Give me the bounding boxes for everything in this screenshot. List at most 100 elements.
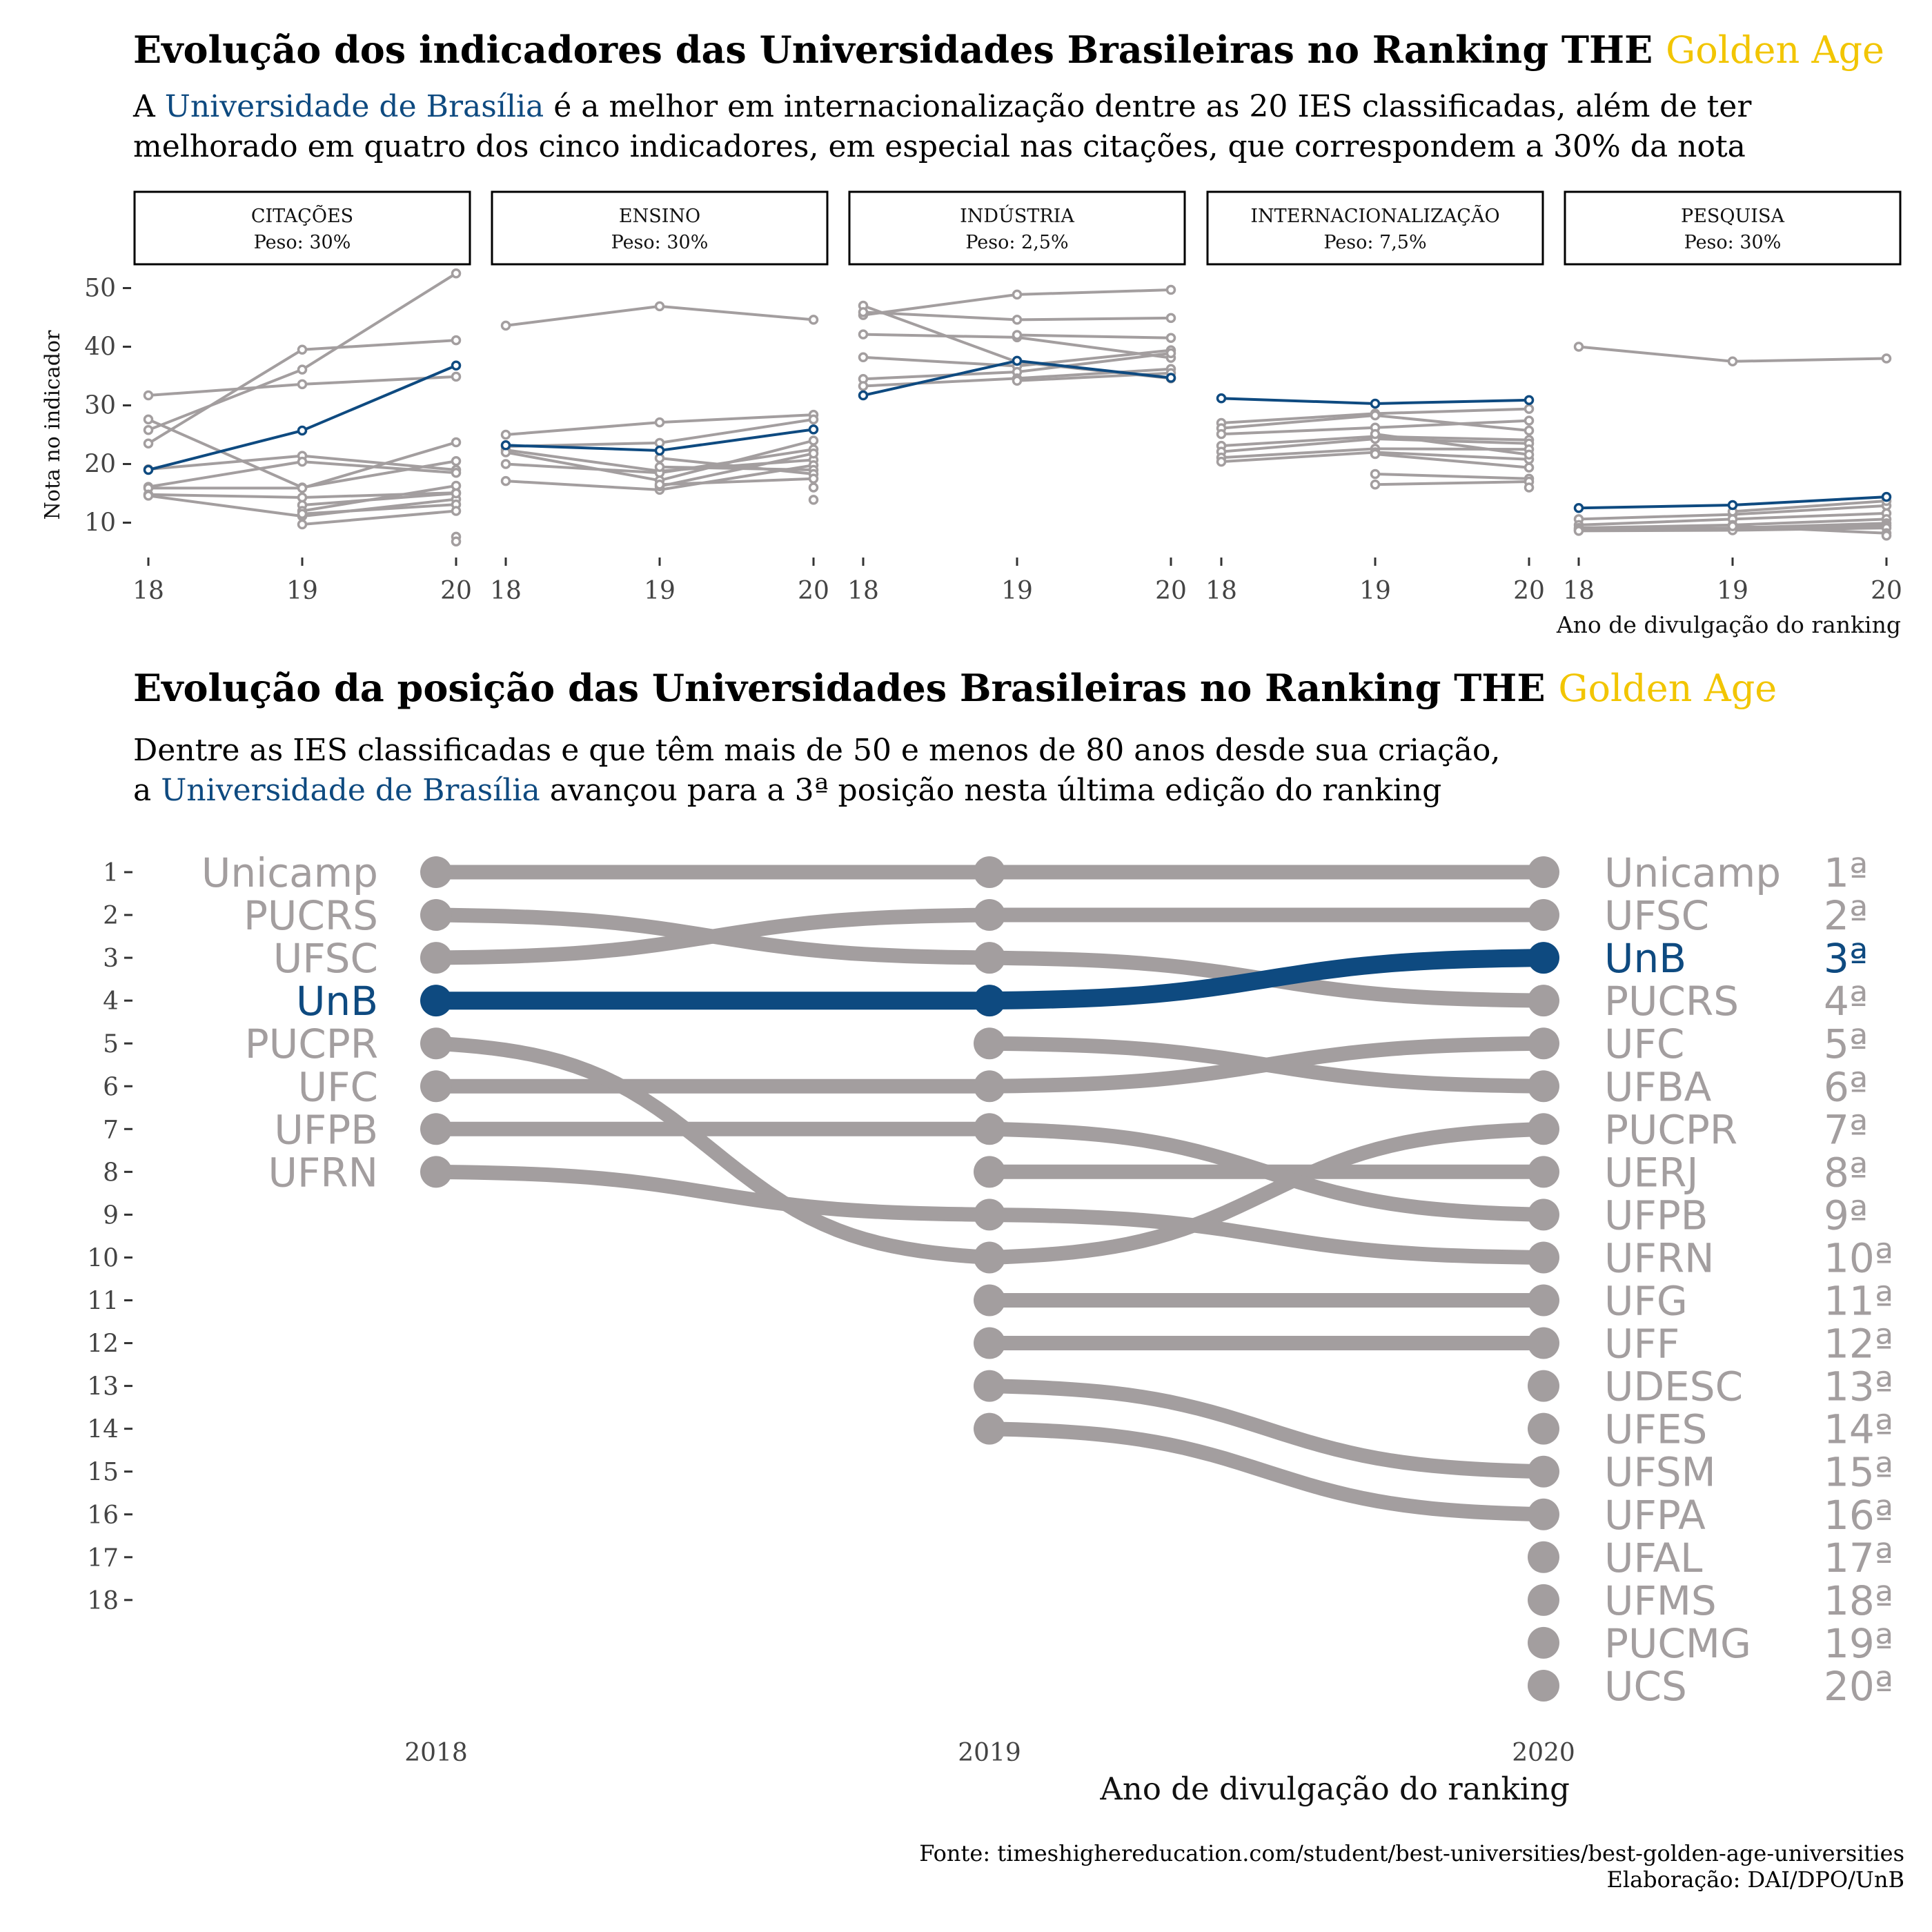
series-segment <box>1578 523 1733 530</box>
right-university-label: PUCPR <box>1604 1106 1737 1153</box>
data-point <box>451 480 462 491</box>
bump-point <box>974 1370 1005 1402</box>
facet-strip-weight: Peso: 30% <box>1684 232 1782 253</box>
series-segment <box>505 480 660 491</box>
data-point <box>1216 393 1227 404</box>
data-point <box>858 352 869 363</box>
facet-panel: CITAÇÕES Peso: 30% 18 19 20 <box>132 190 472 605</box>
bump-x-axis-title: Ano de divulgação do ranking <box>1099 1771 1570 1807</box>
series-segment <box>301 272 457 371</box>
position-label: 8ª <box>1824 1149 1868 1196</box>
chart2-title-text: Evolução da posição das Universidades Br… <box>133 666 1546 710</box>
series-segment <box>1016 351 1172 374</box>
series <box>654 462 819 475</box>
data-point <box>297 379 308 390</box>
bump-point <box>1528 899 1559 931</box>
chart2-title: Evolução da posição das Universidades Br… <box>133 666 1777 710</box>
y-tick-label: 40 <box>84 333 116 362</box>
bump-point <box>1528 942 1559 974</box>
series-segment <box>1221 413 1376 430</box>
position-label: 9ª <box>1824 1192 1868 1239</box>
position-label: 12ª <box>1824 1321 1893 1368</box>
data-point <box>1165 284 1176 295</box>
bump-line <box>428 907 997 965</box>
bump-series-unb <box>420 942 1559 1017</box>
series <box>858 307 1176 325</box>
x-tick-label: 20 <box>1513 577 1545 605</box>
series-segment <box>1732 511 1887 521</box>
left-university-label: UnB <box>296 978 378 1025</box>
series <box>858 348 1176 384</box>
rank-tick-label: 17 <box>87 1544 119 1573</box>
series-segment <box>1221 426 1376 436</box>
bump-point <box>974 1199 1005 1231</box>
data-point <box>858 390 869 401</box>
rank-tick-label: 7 <box>103 1116 119 1144</box>
x-tick-label: 19 <box>286 577 318 605</box>
facet-strip <box>1206 190 1544 266</box>
bump-point <box>420 899 452 931</box>
series-segment <box>1732 500 1887 513</box>
right-university-label: UFPA <box>1604 1492 1706 1539</box>
data-point <box>143 438 154 448</box>
data-point <box>808 482 819 493</box>
rank-tick-label: 10 <box>87 1244 119 1272</box>
data-point <box>451 456 462 466</box>
series-segment <box>659 428 814 452</box>
data-point <box>1370 480 1381 490</box>
bump-point <box>1528 1455 1559 1488</box>
series-unb <box>1216 393 1535 409</box>
data-point <box>1216 456 1227 467</box>
chart1-subtitle-highlight: Universidade de Brasília <box>164 89 544 124</box>
series-segment <box>1016 288 1172 296</box>
bump-series <box>1528 1669 1559 1702</box>
bump-series <box>1528 1626 1559 1659</box>
position-label: 11ª <box>1824 1278 1893 1325</box>
data-point <box>451 335 462 346</box>
series-unb <box>143 360 462 475</box>
facet-panel: INTERNACIONALIZAÇÃO Peso: 7,5% 18 19 20 <box>1205 190 1545 605</box>
data-point <box>1165 348 1176 359</box>
data-point <box>1727 521 1738 531</box>
series-segment <box>1374 419 1530 429</box>
data-point <box>654 417 665 428</box>
series-segment <box>1016 335 1172 359</box>
position-label: 18ª <box>1824 1577 1893 1624</box>
series-segment <box>302 460 457 475</box>
data-point <box>1370 410 1381 421</box>
series-segment <box>1732 357 1887 363</box>
rank-tick-label: 18 <box>87 1587 119 1615</box>
rank-tick-label: 3 <box>103 945 119 973</box>
series-unb <box>858 355 1176 401</box>
year-tick-label: 2018 <box>404 1739 468 1767</box>
data-point <box>1012 315 1023 325</box>
data-point <box>1573 526 1584 536</box>
bump-series <box>420 856 1559 888</box>
data-point <box>451 437 462 448</box>
series-segment <box>1016 367 1172 380</box>
series-segment <box>1578 504 1733 510</box>
position-label: 2ª <box>1824 892 1868 939</box>
series-segment <box>148 493 303 499</box>
bump-point <box>1528 856 1559 888</box>
series <box>143 335 462 448</box>
x-tick-label: 18 <box>132 577 164 605</box>
left-university-label: PUCPR <box>245 1021 378 1067</box>
chart2-subtitle-line1: Dentre as IES classificadas e que têm ma… <box>133 733 1501 768</box>
series-segment <box>302 454 457 471</box>
year-tick-label: 2019 <box>958 1739 1021 1767</box>
bump-point <box>1528 1370 1559 1402</box>
series-segment <box>302 460 457 489</box>
facet-panel: PESQUISA Peso: 30% 18 19 20 <box>1563 190 1902 605</box>
data-point <box>1370 398 1381 409</box>
series-segment <box>1221 447 1376 460</box>
data-point <box>858 307 869 317</box>
bump-line <box>982 1121 1551 1222</box>
bump-point <box>1528 1156 1559 1188</box>
series-unb <box>1573 491 1892 513</box>
bump-point <box>420 942 452 974</box>
bump-point <box>1528 1669 1559 1702</box>
x-tick-label: 19 <box>644 577 676 605</box>
chart2-subtitle-b: avançou para a 3ª posição nesta última e… <box>540 773 1442 808</box>
data-point <box>451 371 462 382</box>
